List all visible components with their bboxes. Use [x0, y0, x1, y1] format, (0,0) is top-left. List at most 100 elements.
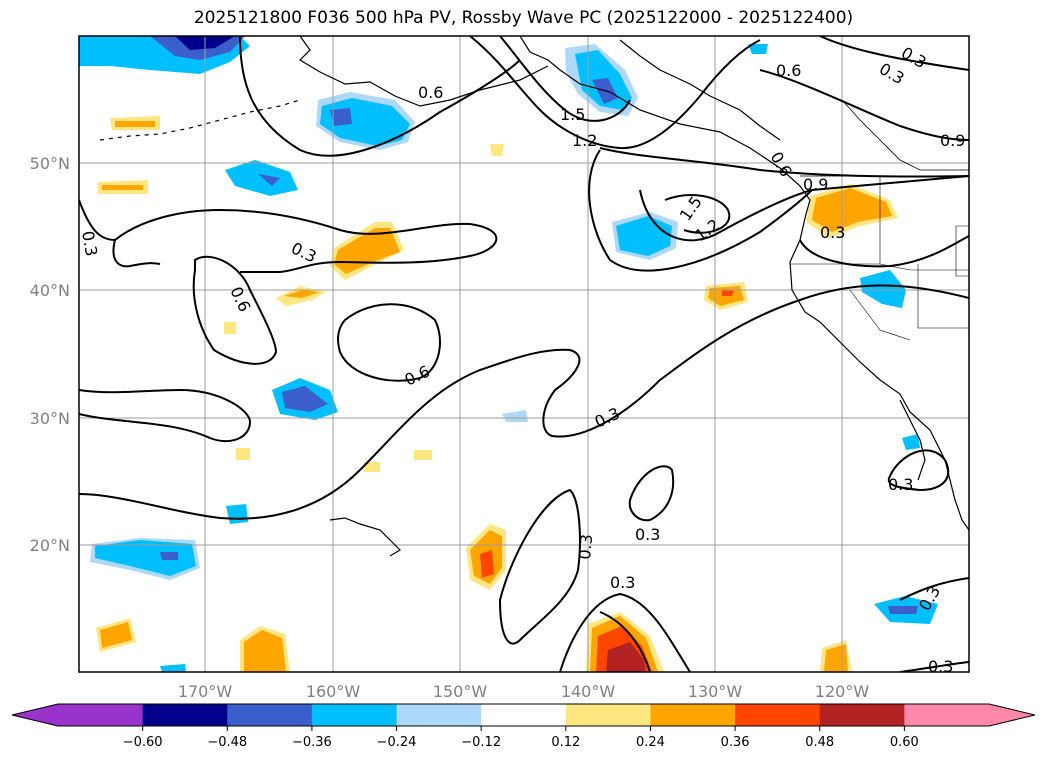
colorbar-tick-label: −0.60 [123, 735, 163, 750]
colorbar-tick-label: −0.48 [207, 735, 247, 750]
colorbar-segment [311, 704, 398, 726]
state-border [955, 225, 969, 277]
panhandle-coastline [619, 39, 781, 141]
contour-label: 0.9 [940, 131, 965, 150]
contour-0.6-west [192, 255, 278, 365]
colorbar-segment [396, 704, 482, 726]
positive-anomaly-core [722, 290, 734, 296]
positive-anomaly-core [606, 642, 646, 672]
colorbar-extend-low [12, 704, 58, 726]
contour-1.5 [499, 36, 631, 122]
colorbar-segment [819, 704, 905, 726]
colorbar-tick-label: 0.12 [551, 735, 580, 750]
contour-label: 0.3 [78, 229, 101, 257]
positive-anomaly-blob [414, 450, 432, 460]
negative-anomaly-blob [860, 270, 906, 308]
positive-anomaly-blob [224, 322, 236, 334]
colorbar-segment [650, 704, 736, 726]
positive-anomaly-core [115, 121, 155, 127]
contour-label: 0.3 [635, 525, 660, 544]
positive-anomaly-blob [490, 144, 504, 156]
colorbar-segment [142, 704, 228, 726]
state-border [790, 263, 969, 271]
contour-0.3-pacific [899, 661, 969, 672]
contour-1.5-c [664, 194, 731, 234]
lon-label: 130°W [688, 682, 743, 701]
contour-label: 0.6 [776, 61, 801, 80]
colorbar-tick-label: 0.60 [890, 735, 919, 750]
colorbar-tick-label: 0.48 [805, 735, 834, 750]
contour-0.6 [239, 36, 521, 157]
lat-label: 40°N [30, 281, 70, 300]
contour-label: 0.3 [888, 475, 913, 494]
contour-1.5-b [639, 175, 969, 242]
graticule [79, 36, 969, 672]
state-border [917, 264, 969, 329]
baja-peninsula [899, 399, 926, 481]
positive-anomaly-blob [236, 448, 250, 460]
state-border [849, 289, 911, 341]
contour-0.3-southeast [559, 592, 691, 672]
contour-label: 0.3 [575, 533, 596, 560]
contour-0.3-west [112, 239, 161, 268]
colorbar-segment [227, 704, 313, 726]
contour-0.3-west [79, 199, 498, 273]
map-frame [78, 35, 970, 673]
colorbar: −0.60 −0.48 −0.36 −0.24 −0.12 0.12 0.24 0.36 0.4… [11, 703, 1036, 750]
contour-label: 1.5 [560, 105, 585, 124]
contour-0.9 [599, 147, 969, 178]
positive-anomaly-core [100, 622, 132, 648]
lon-label: 160°W [306, 682, 361, 701]
contour-0.6-central [336, 303, 441, 382]
contour-label: 0.3 [928, 657, 953, 676]
longitude-labels: 170°W 160°W 150°W 140°W 130°W 120°W [178, 682, 870, 701]
colorbar-tick-label: −0.24 [377, 735, 417, 750]
contour-0.3-ne [819, 36, 969, 71]
colorbar-segment [481, 704, 567, 726]
negative-anomaly-blob [95, 540, 196, 576]
colorbar-segment [565, 704, 651, 726]
negative-anomaly-core [258, 174, 280, 186]
contour-label: 0.3 [820, 223, 845, 242]
map-title: 2025121800 F036 500 hPa PV, Rossby Wave … [193, 8, 854, 28]
contour-0.3-south [628, 465, 675, 522]
alaska-coastline [299, 36, 549, 107]
negative-anomaly-core [330, 108, 352, 126]
negative-anomaly-core [888, 606, 918, 614]
contour-0.3-south [498, 488, 581, 645]
pv-contours [79, 36, 969, 672]
lon-label: 170°W [178, 682, 233, 701]
positive-anomaly-core [480, 550, 494, 578]
colorbar-tick-label: −0.12 [461, 735, 501, 750]
positive-anomaly-core [284, 290, 320, 298]
negative-anomaly-blob [502, 410, 528, 422]
negative-anomaly-core [160, 552, 178, 560]
colorbar-tick-label: 0.24 [636, 735, 665, 750]
lon-label: 120°W [815, 682, 870, 701]
lat-label: 50°N [30, 154, 70, 173]
contour-0.3-central [79, 284, 969, 520]
lon-label: 140°W [561, 682, 616, 701]
contour-0.6-southeast [599, 611, 651, 672]
positive-anomaly-blob [364, 462, 380, 472]
colorbar-tick-label: 0.36 [721, 735, 750, 750]
colorbar-tick-label: −0.36 [292, 735, 332, 750]
contour-1.2-b [588, 149, 813, 272]
lon-label: 150°W [433, 682, 488, 701]
colorbar-segment [735, 704, 821, 726]
colorbar-extend-high [989, 704, 1035, 726]
contour-label: 0.3 [610, 573, 635, 592]
latitude-labels: 50°N 40°N 30°N 20°N [30, 154, 70, 555]
map-background [79, 36, 969, 672]
contour-label: 0.6 [418, 83, 443, 102]
lat-label: 20°N [30, 536, 70, 555]
positive-anomaly-core [102, 185, 143, 190]
contour-0.3-pacific [899, 577, 969, 601]
contour-0.6-ne [759, 69, 969, 141]
contour-label: 0.9 [803, 175, 828, 194]
negative-anomaly-blob [748, 44, 768, 54]
contour-0.3-mexico [887, 449, 950, 492]
border-line [841, 99, 969, 171]
positive-anomaly-core [812, 188, 892, 232]
